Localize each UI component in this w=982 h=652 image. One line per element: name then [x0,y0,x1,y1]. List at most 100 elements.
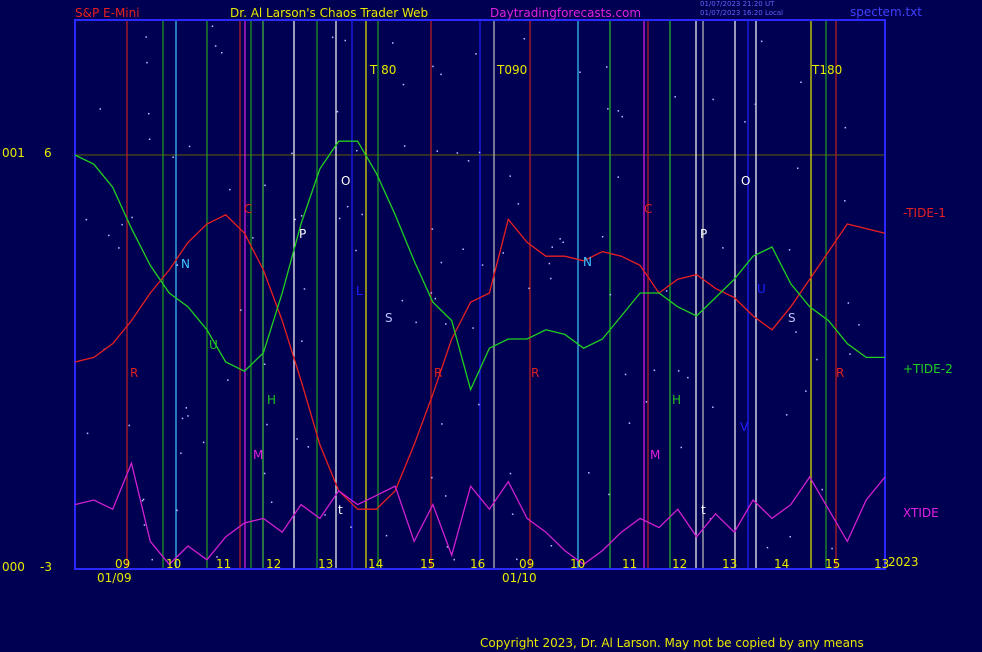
dot-marker [264,184,266,187]
planet-letter: H [672,393,681,407]
planet-letter: L [356,284,363,298]
dot-marker [151,558,153,561]
dot-marker [431,476,433,479]
copyright: Copyright 2023, Dr. Al Larson. May not b… [480,636,864,650]
dot-marker [677,370,680,372]
dot-marker [478,151,481,154]
planet-letter: P [299,227,306,241]
series-line-tide1 [74,214,886,510]
dot-marker [579,71,581,73]
dot-marker [475,53,477,55]
x-day-label: 09 [519,557,535,571]
dot-marker [609,293,612,296]
dot-marker [624,373,627,376]
planet-letter: S [385,311,393,325]
dot-marker [795,331,797,333]
planet-letter: N [181,257,190,271]
dot-marker [502,252,504,254]
planet-letter: t [701,503,706,517]
dot-marker [148,138,151,140]
dot-marker [509,472,512,475]
dot-marker [440,73,442,76]
x-day-label: 09 [115,557,131,571]
x-day-label: 13 [874,557,890,571]
dot-marker [446,546,449,548]
dot-marker [453,558,455,561]
dot-marker [601,236,604,238]
x-day-label: 13 [318,557,334,571]
dot-marker [346,205,349,208]
dot-marker [550,545,553,547]
dot-marker [797,167,799,169]
dot-marker [509,175,511,177]
dot-marker [440,261,443,264]
dot-marker [674,96,676,98]
dot-marker [441,423,443,425]
dot-marker [722,247,724,249]
dot-marker [680,446,682,449]
dot-marker [402,83,405,86]
planet-letter: V [740,420,749,434]
dot-marker [216,556,218,558]
dot-marker [293,540,295,542]
plot-frame [74,19,886,570]
dot-marker [785,414,788,416]
dot-marker [303,288,306,290]
dot-marker [821,488,823,491]
dot-marker [456,152,459,154]
x-day-label: 11 [216,557,232,571]
dot-marker [108,234,110,237]
dot-marker [263,363,266,365]
dot-marker [307,446,310,448]
planet-letter: R [531,366,539,380]
dot-marker [528,287,530,290]
dot-marker [331,36,334,39]
dot-marker [294,218,296,221]
x-day-label: 10 [166,557,182,571]
dot-marker [185,407,187,409]
dot-marker [266,423,268,426]
dot-marker [562,241,564,243]
planet-letters: R N C U M H P O L St R R N C M H Pt O U V S R [130,174,844,517]
dot-marker [621,115,623,118]
planet-letter: R [130,366,138,380]
x-day-label: 12 [266,557,282,571]
dot-marker [548,262,551,265]
dot-marker [291,152,293,155]
dot-marker [85,218,88,221]
dot-marker [831,547,833,550]
file-name: spectem.txt [850,5,922,19]
dot-marker [336,110,339,113]
dot-marker [392,42,394,44]
y-bottom-value: -3 [40,560,52,574]
dot-marker [431,228,434,230]
dot-marker [176,509,178,512]
dot-marker [214,45,217,47]
dot-marker [445,323,447,325]
dot-marker [608,493,610,496]
legend-xtide: XTIDE [903,506,939,520]
dot-marker [86,432,89,435]
planet-letter: C [644,202,652,216]
timestamp-local: 01/07/2023 16:20 Local [700,9,784,17]
y-top-value: 6 [44,146,52,160]
dot-marker [858,324,860,326]
dot-marker [263,472,266,475]
dot-marker [180,452,182,454]
planet-letter: M [253,448,263,462]
dot-marker [240,309,242,311]
turn-label-090: T090 [497,63,528,77]
dot-marker [143,524,146,526]
dot-marker [401,299,404,302]
dot-marker [300,215,303,217]
dot-marker [403,145,406,147]
dot-marker [227,379,229,381]
site-link[interactable]: Daytradingforecasts.com [490,6,642,20]
dot-marker [665,290,668,292]
dot-marker [148,112,150,115]
y-bottom-code: 000 [2,560,25,574]
x-day-label: 12 [672,557,688,571]
y-top-code: 001 [2,146,25,160]
dot-marker [142,498,145,501]
version-stamp [884,638,888,652]
